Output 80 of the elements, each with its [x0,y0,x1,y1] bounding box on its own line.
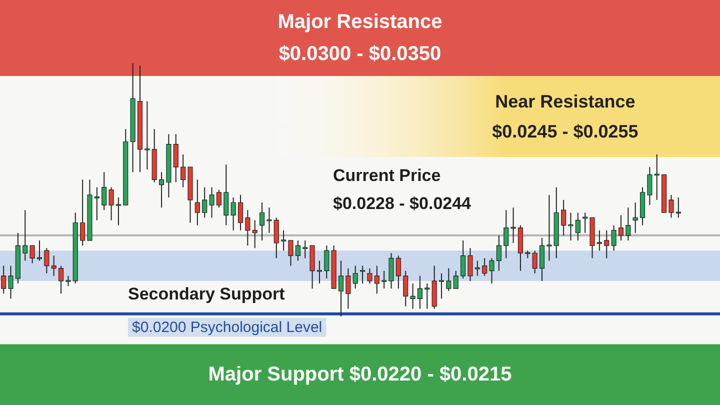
candlestick [611,224,616,252]
candlestick [144,100,150,170]
candlestick [482,258,488,276]
ref-line-label: Secondary Support [128,284,286,304]
candlestick [676,196,681,218]
candlestick [489,258,494,284]
candlestick [618,214,624,241]
candlestick [596,230,602,252]
candlestick [260,202,265,241]
candlestick [360,265,366,284]
candlestick [22,210,28,262]
candlestick [388,252,394,290]
candlestick [468,248,473,282]
candlestick [58,265,64,294]
candlestick [295,240,300,262]
candlestick [575,212,580,241]
candlestick [316,260,322,284]
candlestick [496,234,502,272]
candlestick [410,283,416,310]
candlestick [216,189,222,208]
candlestick [346,268,351,310]
candlestick [417,275,422,310]
candlestick [532,250,538,274]
candlestick [424,283,430,310]
candlestick [30,245,35,264]
candlestick [274,217,279,259]
candlestick [44,248,50,274]
candlestick [668,194,674,218]
candlestick [8,265,14,300]
candlestick [504,210,509,259]
candlestick [202,186,208,218]
candlestick [281,230,286,252]
candlestick [446,268,452,292]
candlestick [288,240,294,266]
ref-line-label: Current Price $0.0228 - $0.0244 [333,166,472,213]
candlestick [1,265,6,294]
candlestick [647,166,652,206]
candlestick [568,212,574,241]
candlestick [66,275,71,287]
candlestick [245,210,250,246]
candlestick [116,196,121,226]
candlestick [438,272,444,300]
candlestick [324,245,330,279]
candlestick [396,255,401,290]
candlestick [194,179,200,226]
candlestick [209,186,214,218]
candlestick [108,186,114,221]
candlestick [367,268,372,284]
candlestick [252,220,258,249]
candlestick [604,230,610,259]
candlestick [539,237,545,282]
candlestick [453,270,458,290]
candlestick [352,265,358,290]
candlestick [302,240,308,259]
candlestick [238,194,244,231]
candlestick [561,199,566,236]
candlestick [338,260,344,317]
candlestick [180,154,186,188]
candlestick [626,207,631,241]
candlestick [224,164,229,226]
candlestick [546,194,552,262]
candlestick [102,172,107,211]
band-label: Major Resistance $0.0300 - $0.0350 [278,10,442,65]
candlestick [159,172,164,208]
candlestick [173,134,178,183]
candlestick [460,240,466,279]
text: $0.0200 Psychological Level [132,318,322,336]
candlestick [94,186,100,221]
candlestick [403,270,408,307]
candlestick [230,196,236,231]
candlestick [51,255,56,276]
candlestick [374,265,380,294]
band-label: Near Resistance $0.0245 - $0.0255 [492,91,638,142]
band-label: Major Support $0.0220 - $0.0215 [208,364,512,386]
candlestick [266,207,272,234]
candlestick [654,154,660,200]
candlestick [510,207,516,244]
candlestick [382,270,387,290]
candlestick [80,179,86,246]
candlestick [632,202,638,234]
